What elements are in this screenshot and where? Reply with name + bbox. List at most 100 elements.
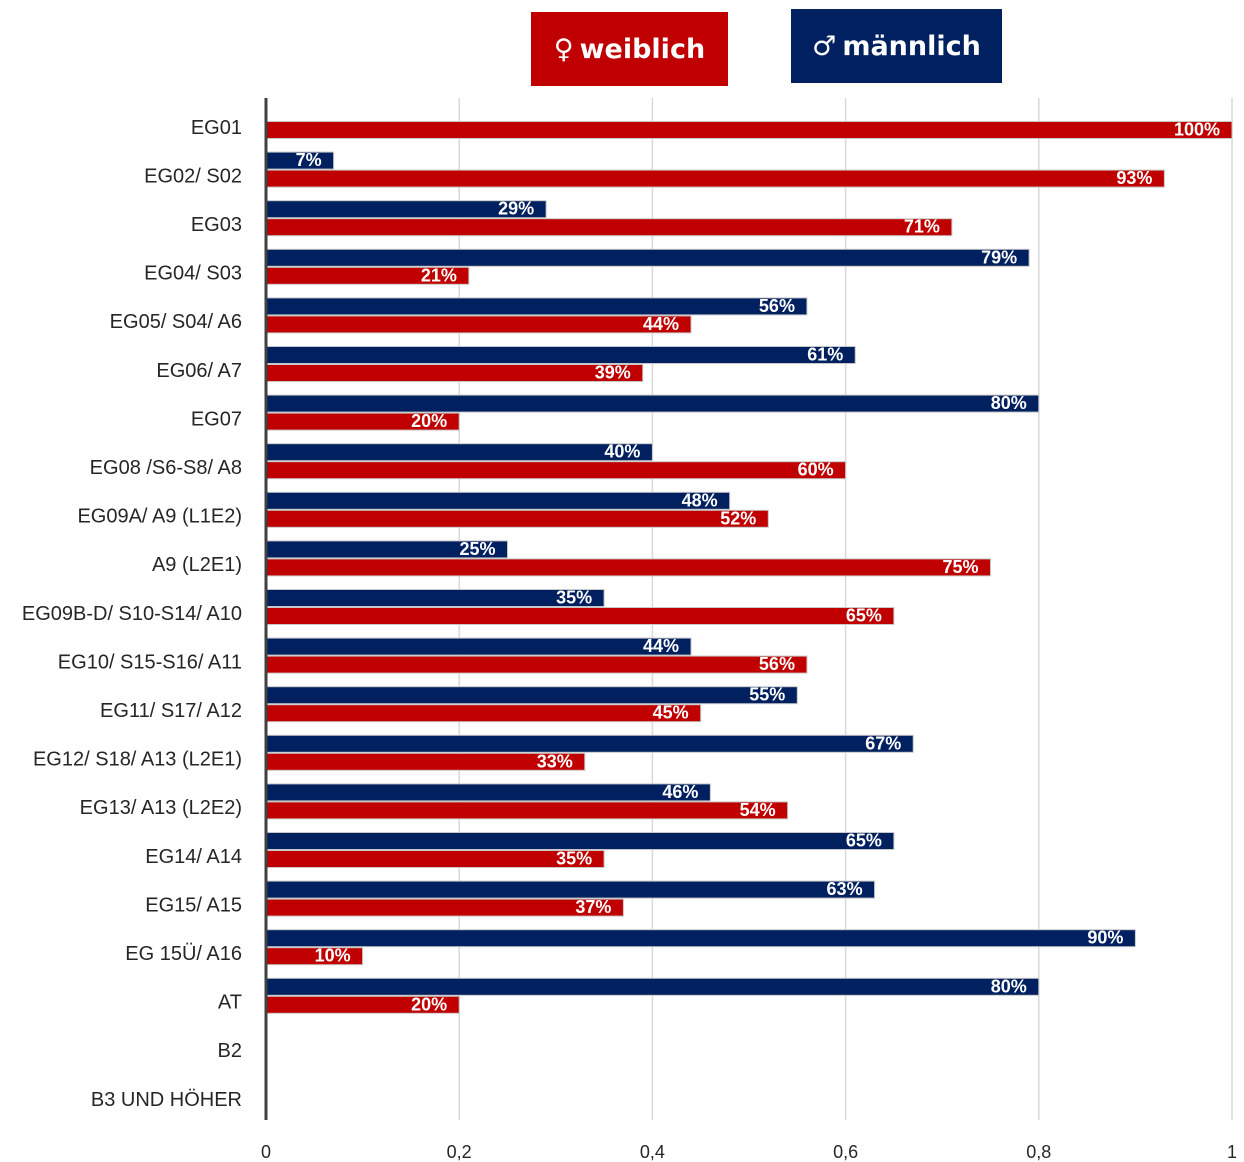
category-label: B2 xyxy=(218,1040,242,1062)
data-labels: 100% 7% 93% 29% 71% 79% 21% 56% 44% 61% 39% 80% 20% 4… xyxy=(296,120,1220,1015)
category-label: A9 (L2E1) xyxy=(152,554,242,576)
data-label: 45% xyxy=(653,703,689,723)
female-symbol-icon: ♀ xyxy=(553,33,574,65)
category-label: EG10/ S15-S16/ A11 xyxy=(58,651,242,673)
bar-female xyxy=(265,218,953,237)
category-label: EG02/ S02 xyxy=(144,165,242,187)
data-label: 39% xyxy=(595,363,631,383)
data-label: 35% xyxy=(556,849,592,869)
bar-female xyxy=(265,509,769,528)
bar-male xyxy=(265,637,692,656)
category-label: EG13/ A13 (L2E2) xyxy=(80,797,242,819)
data-label: 60% xyxy=(798,460,834,480)
bar-female xyxy=(265,121,1233,139)
data-label: 40% xyxy=(604,442,640,462)
data-label: 35% xyxy=(556,588,592,608)
category-label: EG09A/ A9 (L1E2) xyxy=(77,506,242,528)
category-label: EG12/ S18/ A13 (L2E1) xyxy=(33,749,242,771)
bar-male xyxy=(265,929,1136,948)
bar-male xyxy=(265,734,914,753)
data-label: 56% xyxy=(759,296,795,316)
legend-item-male: ♂ männlich xyxy=(791,9,1002,83)
bar-male xyxy=(265,783,711,802)
data-label: 44% xyxy=(643,314,679,334)
category-label: EG14/ A14 xyxy=(145,846,242,868)
data-label: 7% xyxy=(296,150,322,170)
category-label: EG 15Ü/ A16 xyxy=(125,943,242,965)
x-tick-label: 0 xyxy=(261,1142,271,1162)
data-label: 46% xyxy=(662,782,698,802)
bar-female xyxy=(265,169,1165,188)
bar-male xyxy=(265,443,653,462)
bar-female xyxy=(265,558,991,577)
data-label: 20% xyxy=(411,994,447,1014)
bar-female xyxy=(265,801,789,820)
bar-male xyxy=(265,248,1030,267)
data-label: 80% xyxy=(991,976,1027,996)
data-label: 20% xyxy=(411,411,447,431)
legend-item-female: ♀ weiblich xyxy=(531,12,728,86)
bar-male xyxy=(265,491,731,510)
data-label: 54% xyxy=(740,800,776,820)
category-label: EG09B-D/ S10-S14/ A10 xyxy=(22,603,242,625)
data-label: 56% xyxy=(759,654,795,674)
data-label: 10% xyxy=(315,946,351,966)
data-label: 93% xyxy=(1116,168,1152,188)
data-label: 52% xyxy=(720,508,756,528)
bar-female xyxy=(265,704,702,723)
category-label: EG01 xyxy=(191,117,242,139)
category-label: EG15/ A15 xyxy=(145,894,242,916)
data-label: 33% xyxy=(537,751,573,771)
data-label: 65% xyxy=(846,831,882,851)
data-label: 63% xyxy=(827,879,863,899)
category-labels: EG01 EG02/ S02 EG03 EG04/ S03 EG05/ S04/ A6 E… xyxy=(22,117,242,1111)
data-label: 71% xyxy=(904,217,940,237)
x-tick-label: 0,6 xyxy=(833,1142,858,1162)
bar-male xyxy=(265,686,798,705)
x-tick-labels: 0 0,2 0,4 0,6 0,8 1 xyxy=(261,1142,1237,1162)
legend-label-female: weiblich xyxy=(579,33,706,65)
data-label: 21% xyxy=(421,265,457,285)
data-label: 44% xyxy=(643,636,679,656)
data-label: 48% xyxy=(682,490,718,510)
bar-male xyxy=(265,977,1040,996)
bar-female xyxy=(265,898,624,917)
category-label: EG06/ A7 xyxy=(156,360,242,382)
bars xyxy=(265,121,1233,1014)
bar-female xyxy=(265,315,692,334)
bar-female xyxy=(265,364,644,382)
male-symbol-icon: ♂ xyxy=(812,30,837,62)
bar-female xyxy=(265,607,895,625)
data-label: 37% xyxy=(575,897,611,917)
data-label: 65% xyxy=(846,606,882,626)
data-label: 61% xyxy=(807,345,843,365)
data-label: 29% xyxy=(498,199,534,219)
data-label: 80% xyxy=(991,393,1027,413)
x-tick-label: 0,8 xyxy=(1026,1142,1051,1162)
bar-male xyxy=(265,297,808,316)
x-tick-label: 1 xyxy=(1227,1142,1237,1162)
category-label: EG08 /S6-S8/ A8 xyxy=(90,457,242,479)
bar-male xyxy=(265,880,876,899)
bar-female xyxy=(265,655,808,674)
category-label: EG03 xyxy=(191,214,242,236)
legend-label-male: männlich xyxy=(842,30,981,62)
bar-female xyxy=(265,461,847,480)
data-label: 67% xyxy=(865,733,901,753)
category-label: AT xyxy=(218,992,242,1014)
bar-female xyxy=(265,850,605,868)
bar-male xyxy=(265,832,895,850)
data-label: 25% xyxy=(459,539,495,559)
x-tick-label: 0,4 xyxy=(640,1142,665,1162)
category-label: B3 UND HÖHER xyxy=(91,1089,242,1111)
data-label: 79% xyxy=(981,247,1017,267)
x-tick-label: 0,2 xyxy=(447,1142,472,1162)
data-label: 100% xyxy=(1174,120,1220,140)
data-label: 55% xyxy=(749,685,785,705)
category-label: EG11/ S17/ A12 xyxy=(100,700,242,722)
data-label: 90% xyxy=(1087,928,1123,948)
category-label: EG05/ S04/ A6 xyxy=(110,311,242,333)
bar-male xyxy=(265,346,856,364)
category-label: EG04/ S03 xyxy=(144,263,242,285)
